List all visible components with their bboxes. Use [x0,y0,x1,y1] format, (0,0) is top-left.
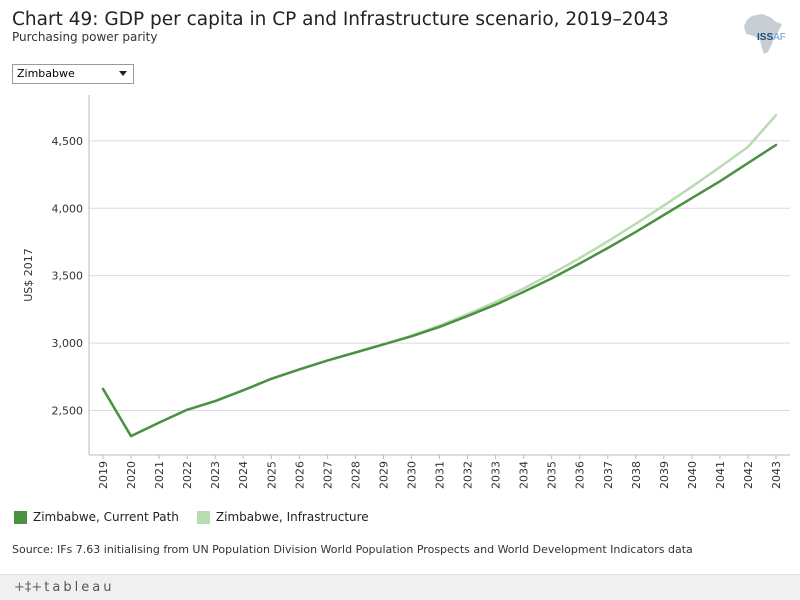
x-tick-label: 2029 [377,461,390,489]
y-tick-label: 2,500 [52,405,84,418]
x-tick-label: 2020 [125,461,138,489]
legend-label-infrastructure: Zimbabwe, Infrastructure [215,510,369,524]
tableau-plus-icon: +‡+ [14,580,43,595]
x-tick-label: 2039 [658,461,671,489]
country-filter-value: Zimbabwe [17,67,75,80]
x-tick-label: 2040 [686,461,699,489]
x-tick-label: 2033 [490,461,503,489]
country-filter-dropdown[interactable]: Zimbabwe [12,64,134,84]
series-line-current-path [101,143,778,438]
chart-subtitle: Purchasing power parity [12,30,158,44]
x-tick-label: 2038 [630,461,643,489]
logo-iss-text: ISS [757,32,774,43]
x-tick-label: 2022 [181,461,194,489]
legend-swatch-infrastructure [196,510,210,524]
x-tick-label: 2023 [209,461,222,489]
legend-item-infrastructure[interactable]: Zimbabwe, Infrastructure [196,510,369,524]
x-tick-label: 2021 [153,461,166,489]
x-tick-label: 2037 [602,461,615,489]
y-tick-label: 3,000 [52,337,84,350]
y-axis-title: US$ 2017 [22,248,35,302]
logo-af-text: AF [773,32,786,43]
x-tick-label: 2026 [293,461,306,489]
tableau-logo[interactable]: +‡+ tableau [14,580,114,595]
legend-swatch-current-path [14,510,27,524]
x-tick-label: 2025 [265,461,278,489]
x-tick-label: 2036 [574,461,587,489]
line-chart: 2,500 3,000 3,500 4,000 4,500 US$ 2017 2019 202… [22,95,790,489]
x-tick-label: 2027 [321,461,334,489]
x-tick-label: 2031 [434,461,447,489]
issaf-logo: ISSAF [757,32,786,43]
legend-label-current-path: Zimbabwe, Current Path [33,510,179,524]
x-tick-label: 2024 [237,461,250,489]
x-tick-label: 2034 [518,461,531,489]
legend-item-current-path[interactable]: Zimbabwe, Current Path [14,510,179,524]
chart-title: Chart 49: GDP per capita in CP and Infra… [12,9,669,30]
chevron-down-icon [119,71,127,76]
x-tick-label: 2028 [349,461,362,489]
y-tick-label: 4,500 [52,135,84,148]
x-tick-label: 2043 [770,461,783,489]
x-tick-label: 2042 [742,461,755,489]
tableau-brand-text: tableau [44,580,115,595]
africa-map-icon [744,14,782,54]
x-tick-label: 2041 [714,461,727,489]
x-tick-label: 2035 [546,461,559,489]
chart-legend: Zimbabwe, Current Path Zimbabwe, Infrast… [14,510,369,524]
y-tick-label: 4,000 [52,202,84,215]
x-tick-label: 2030 [405,461,418,489]
source-note: Source: IFs 7.63 initialising from UN Po… [12,543,693,556]
tableau-footer: +‡+ tableau [0,574,800,600]
x-tick-label: 2032 [462,461,475,489]
y-tick-label: 3,500 [52,270,84,283]
x-tick-label: 2019 [97,461,110,489]
